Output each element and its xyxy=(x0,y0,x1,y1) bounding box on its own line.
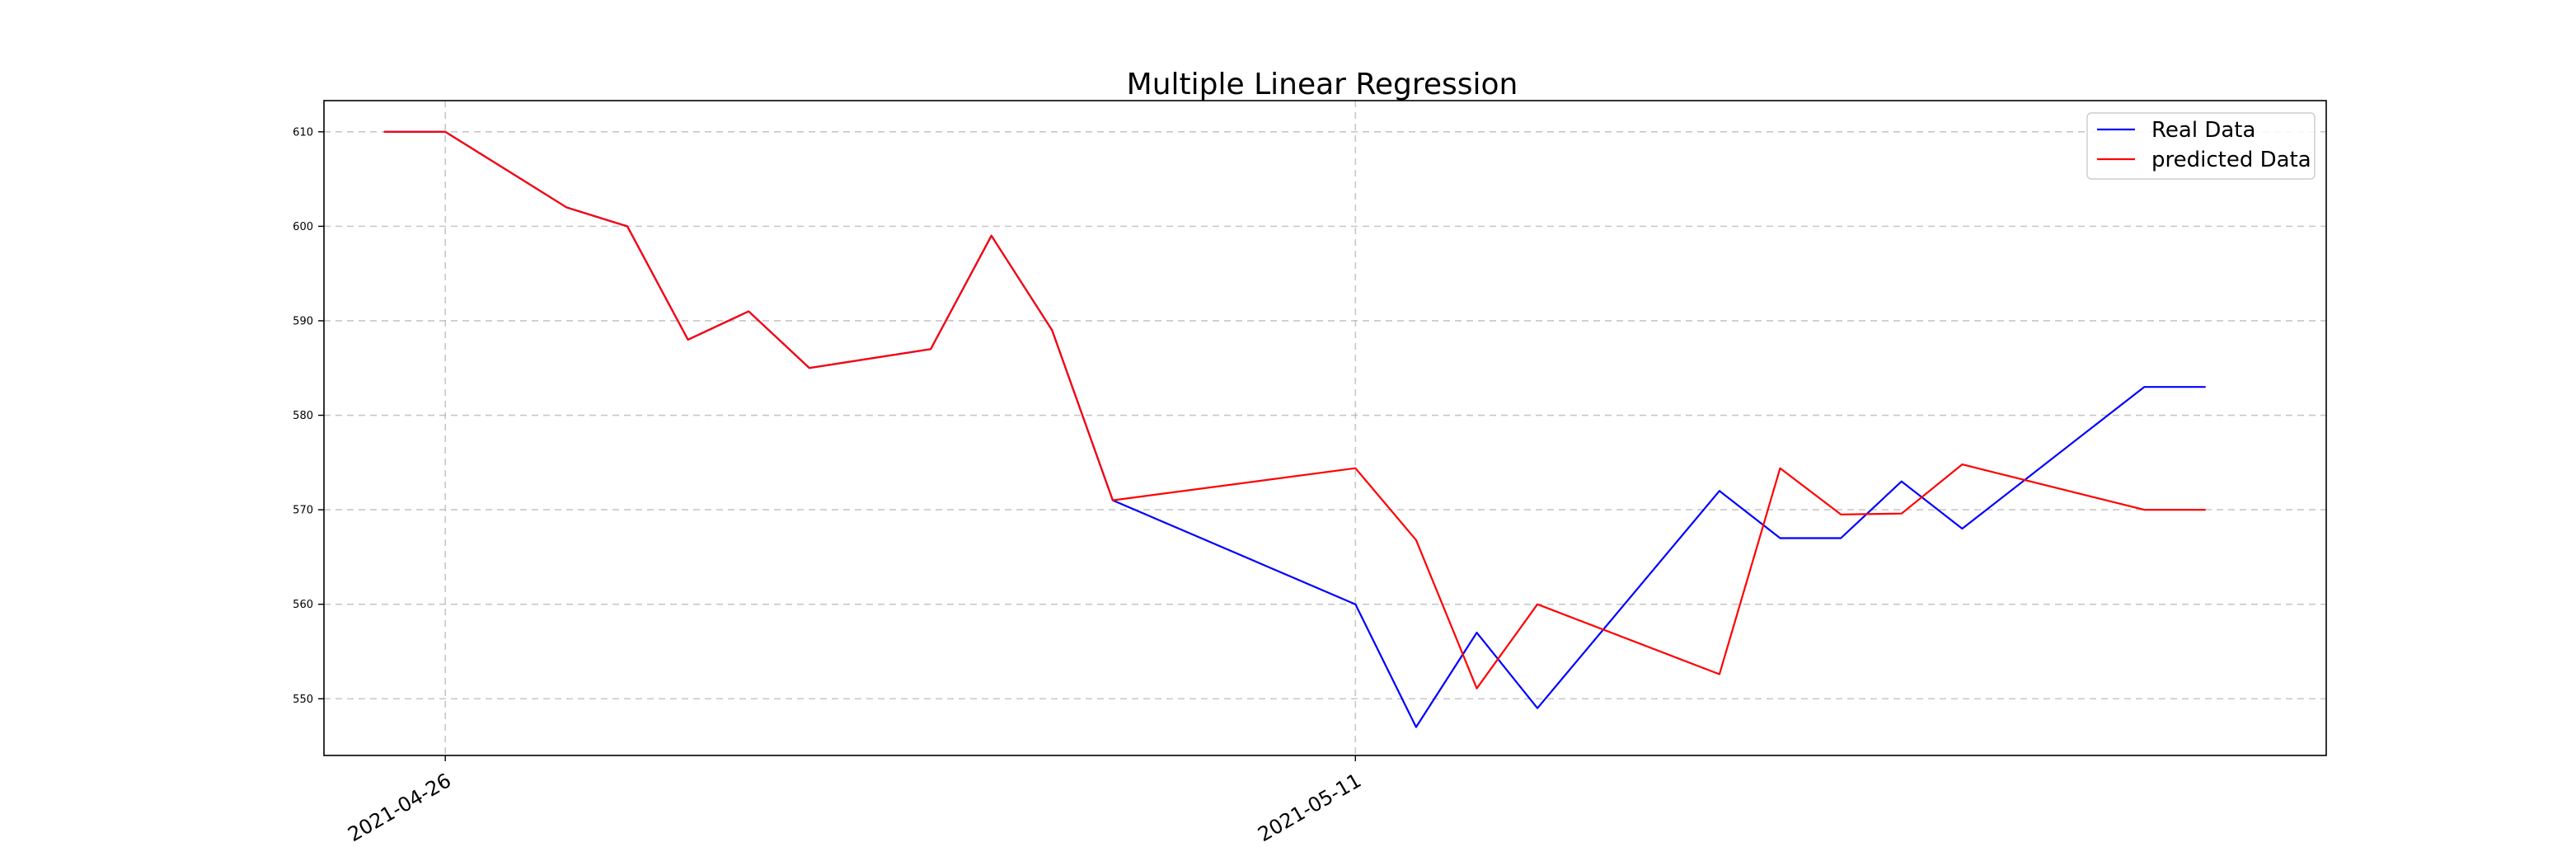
y-tick-label: 610 xyxy=(293,126,313,139)
plot-frame xyxy=(323,100,2327,756)
series-line-predicted-data xyxy=(383,130,2206,689)
y-tick-label: 600 xyxy=(293,221,313,233)
x-tick-label: 2021-05-11 xyxy=(1254,769,1365,846)
x-tick-label: 2021-04-26 xyxy=(344,769,455,846)
y-tick-label: 580 xyxy=(293,410,313,422)
y-tick-label: 550 xyxy=(293,694,313,706)
y-tick-label: 560 xyxy=(293,599,313,611)
y-tick-label: 590 xyxy=(293,315,313,327)
legend-label: Real Data xyxy=(2151,118,2255,143)
legend-label: predicted Data xyxy=(2151,148,2311,172)
chart-title: Multiple Linear Regression xyxy=(1127,68,1518,101)
y-tick-label: 570 xyxy=(293,505,313,517)
series-line-real-data xyxy=(383,130,2206,728)
legend-box xyxy=(2086,112,2316,180)
